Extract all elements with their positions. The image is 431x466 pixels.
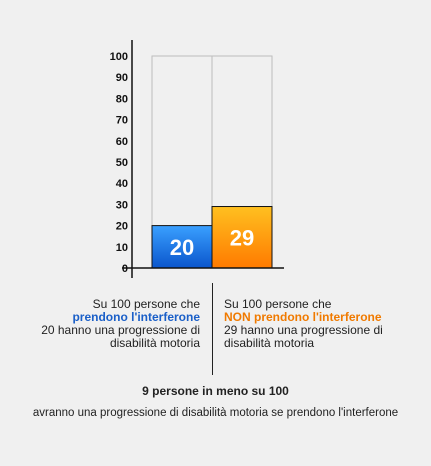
bar-1 bbox=[151, 225, 213, 269]
caption-left-line1: Su 100 persone che bbox=[92, 297, 200, 311]
caption-right-line3: 29 hanno una progressione di bbox=[224, 323, 383, 337]
caption-right-line4: disabilità motoria bbox=[224, 336, 315, 350]
caption-right-line1: Su 100 persone che bbox=[224, 297, 332, 311]
y-tick-label: 90 bbox=[116, 72, 128, 84]
y-tick-label: 40 bbox=[116, 178, 128, 190]
y-axis-ticks: 0 10 20 30 40 50 60 70 80 90 100 bbox=[110, 51, 128, 275]
caption-right-highlight: NON prendono l'interferone bbox=[224, 310, 382, 324]
y-tick-label: 20 bbox=[116, 221, 128, 233]
caption-left-line4: disabilità motoria bbox=[109, 336, 200, 350]
summary-title: 9 persone in meno su 100 bbox=[142, 384, 289, 398]
y-tick-label: 0 bbox=[122, 263, 128, 275]
y-tick-label: 30 bbox=[116, 199, 128, 211]
caption-divider bbox=[212, 283, 213, 375]
y-tick-label: 50 bbox=[116, 157, 128, 169]
bars: 20 29 bbox=[151, 206, 273, 269]
y-tick-label: 60 bbox=[116, 136, 128, 148]
caption-left-line3: 20 hanno una progressione di bbox=[41, 323, 200, 337]
bar-value-label: 29 bbox=[230, 225, 254, 250]
y-tick-label: 80 bbox=[116, 93, 128, 105]
caption-right: Su 100 persone che NON prendono l'interf… bbox=[224, 298, 424, 350]
y-tick-label: 100 bbox=[110, 51, 128, 63]
caption-left: Su 100 persone che prendono l'interferon… bbox=[10, 298, 200, 350]
y-tick-label: 10 bbox=[116, 242, 128, 254]
caption-left-highlight: prendono l'interferone bbox=[72, 310, 200, 324]
y-tick-label: 70 bbox=[116, 115, 128, 127]
summary-text: avranno una progressione di disabilità m… bbox=[32, 407, 399, 419]
bar-value-label: 20 bbox=[170, 235, 194, 260]
